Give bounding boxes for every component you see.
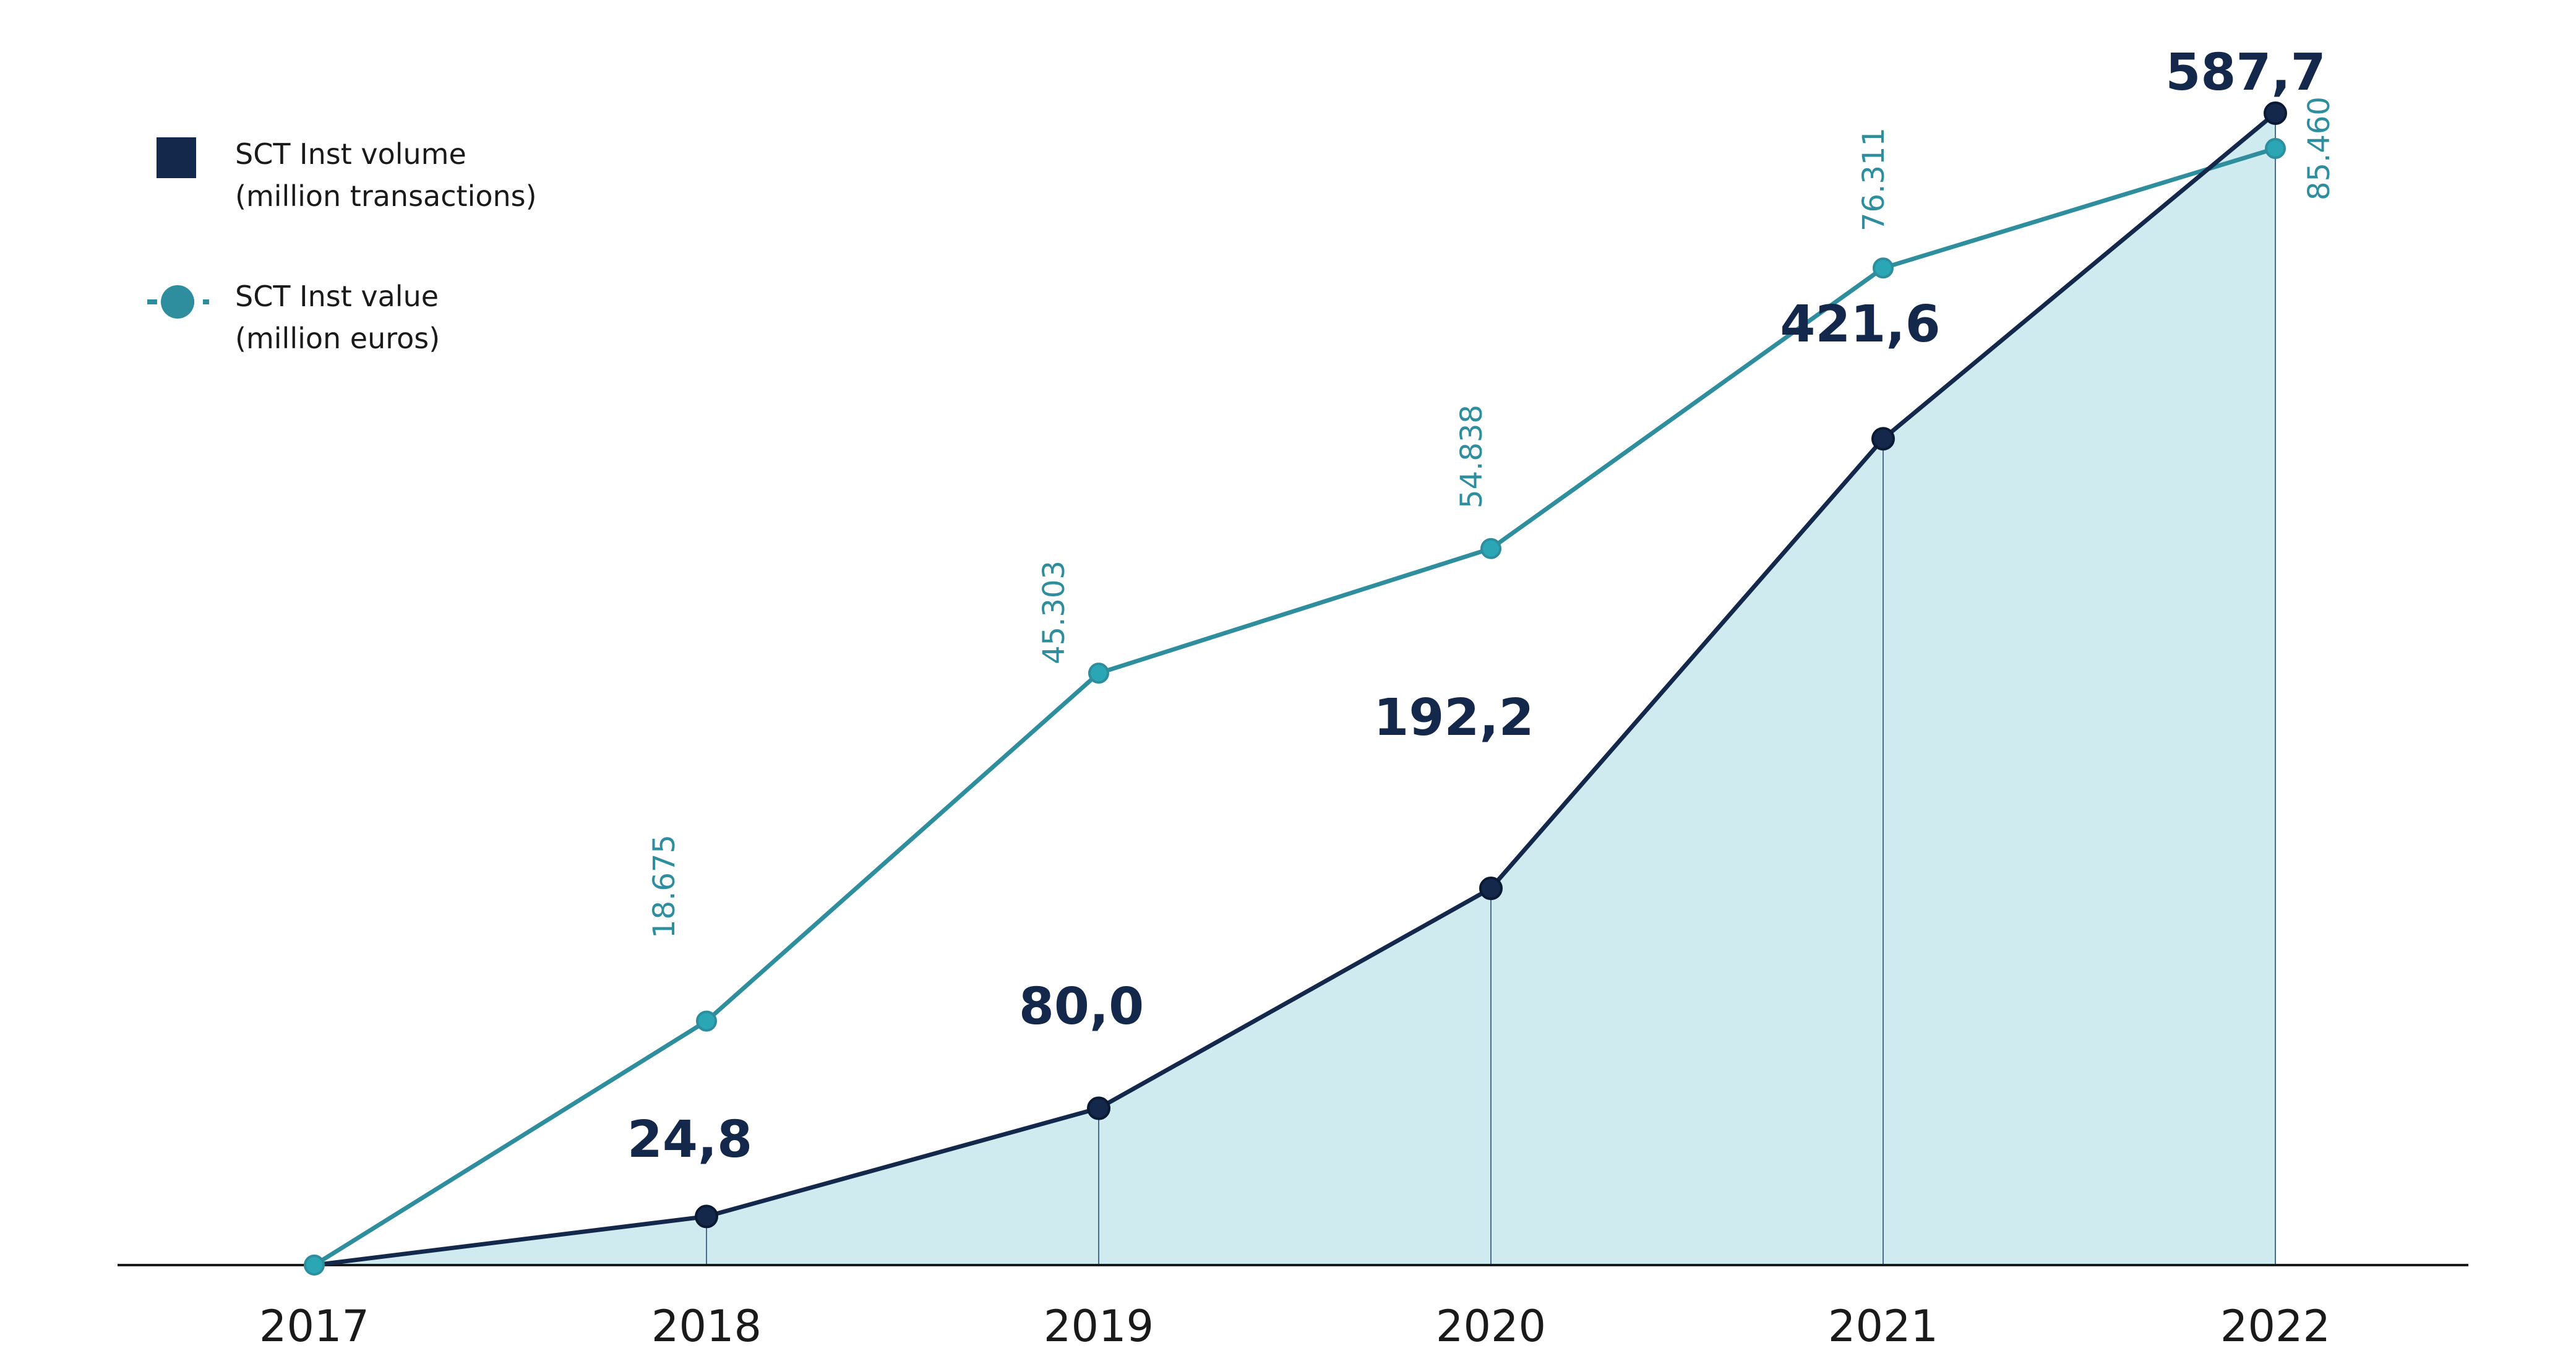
value-series-line: [313, 146, 2277, 1267]
x-tick-2018: 2018: [651, 1301, 762, 1352]
x-tick-2019: 2019: [1044, 1301, 1154, 1352]
value-point-2017: [304, 1255, 325, 1276]
value-point-2021: [1873, 257, 1894, 279]
value-point-2020: [1480, 538, 1501, 559]
value-label-2019: 45.303: [1037, 560, 1071, 664]
value-label-2022: 85.460: [2302, 97, 2337, 200]
volume-point-2021: [1871, 427, 1895, 451]
volume-point-2019: [1087, 1096, 1110, 1120]
volume-series-points: [695, 101, 2287, 1229]
x-tick-2021: 2021: [1828, 1301, 1938, 1352]
volume-label-2022: 587,7: [2165, 43, 2325, 102]
value-point-2019: [1088, 663, 1109, 684]
legend-value-line2: (million euros): [235, 322, 440, 355]
value-point-2018: [696, 1010, 717, 1032]
x-tick-2022: 2022: [2220, 1301, 2330, 1352]
x-tick-2020: 2020: [1436, 1301, 1546, 1352]
volume-label-2020: 192,2: [1373, 689, 1534, 747]
legend-value-line1: SCT Inst value: [235, 280, 439, 313]
legend-volume-line1: SCT Inst volume: [235, 137, 466, 171]
legend-value-marker-icon: [161, 285, 194, 319]
value-label-2018: 18.675: [647, 835, 682, 938]
value-point-2022: [2265, 138, 2286, 159]
x-axis-tick-labels: 2017 2018 2019 2020 2021 2022: [259, 1301, 2330, 1352]
volume-series-line: [314, 111, 2277, 1268]
volume-area-fill: [314, 113, 2275, 1265]
volume-label-2018: 24,8: [627, 1110, 752, 1169]
value-label-2021: 76.311: [1857, 127, 1891, 231]
volume-point-2020: [1479, 877, 1503, 901]
volume-data-labels: 24,8 80,0 192,2 421,6 587,7: [627, 43, 2326, 1169]
value-series-points: [304, 138, 2286, 1276]
legend-volume-line2: (million transactions): [235, 179, 537, 213]
legend-volume-swatch-icon: [157, 137, 196, 178]
value-data-labels: 18.675 45.303 54.838 76.311 85.460: [647, 97, 2337, 938]
volume-label-2019: 80,0: [1019, 977, 1144, 1036]
x-tick-2017: 2017: [259, 1301, 369, 1352]
drop-lines: [706, 113, 2276, 1265]
volume-point-2018: [695, 1204, 718, 1229]
legend: SCT Inst volume (million transactions) S…: [147, 137, 537, 355]
value-label-2020: 54.838: [1454, 405, 1489, 509]
volume-point-2022: [2264, 101, 2287, 125]
volume-label-2021: 421,6: [1780, 295, 1940, 354]
